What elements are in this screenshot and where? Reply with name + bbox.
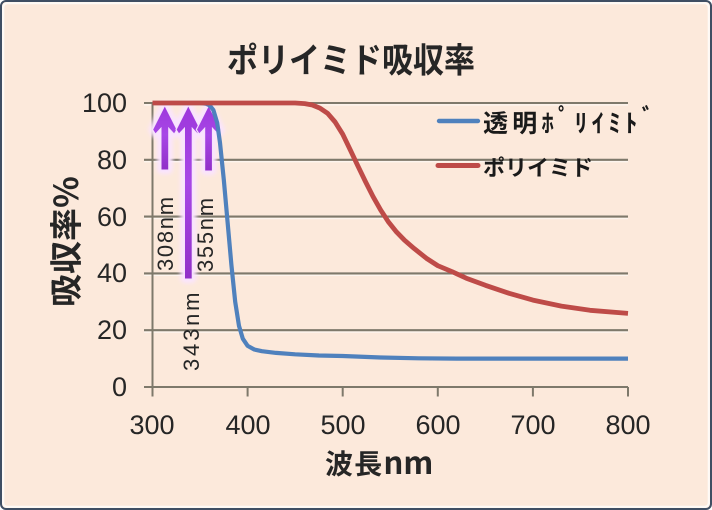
svg-text:308nm: 308nm bbox=[153, 195, 178, 271]
svg-text:343nm: 343nm bbox=[179, 290, 204, 371]
svg-text:355nm: 355nm bbox=[193, 196, 218, 272]
